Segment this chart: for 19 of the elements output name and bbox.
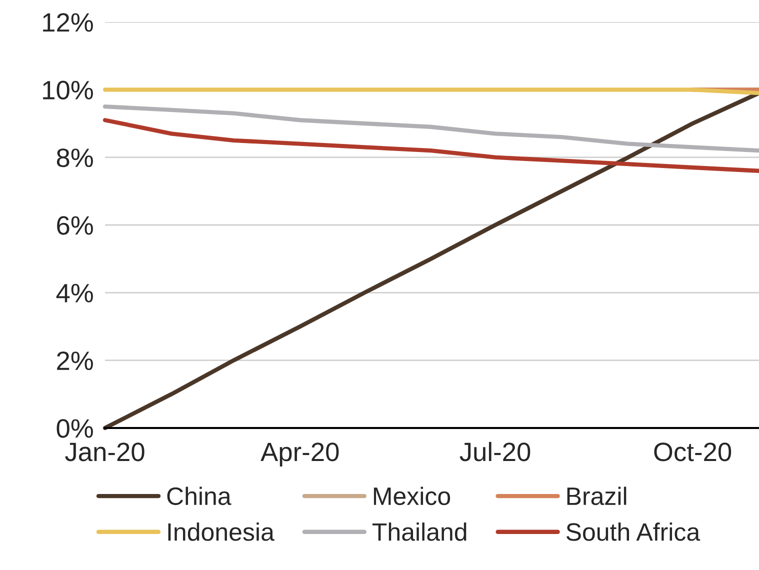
line-series xyxy=(102,104,759,153)
y-tick-label: 8% xyxy=(56,148,93,168)
x-tick-label: Apr-20 xyxy=(260,442,339,466)
y-tick-label: 0% xyxy=(56,419,93,438)
x-tick-label: Jul-20 xyxy=(460,442,530,462)
legend-label: Indonesia xyxy=(168,522,274,541)
legend-label: Mexico xyxy=(374,486,450,506)
line-series xyxy=(102,118,759,173)
x-tick-label: Oct-20 xyxy=(654,442,732,462)
y-tick-label: 12% xyxy=(43,13,93,32)
y-tick-label: 2% xyxy=(57,351,93,370)
legend-label: South Africa xyxy=(566,522,700,541)
y-tick-label: 4% xyxy=(56,284,93,302)
legend-label: China xyxy=(167,486,232,506)
legend-label: Brazil xyxy=(567,486,626,506)
y-tick-label: 6% xyxy=(57,216,93,235)
y-tick-label: 10% xyxy=(43,80,93,100)
legend-label: Thailand xyxy=(372,522,466,541)
x-tick-label: Jan-20 xyxy=(65,442,144,462)
